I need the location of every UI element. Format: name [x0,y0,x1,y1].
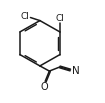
Text: Cl: Cl [21,12,30,21]
Text: Cl: Cl [55,13,64,23]
Text: O: O [40,81,48,92]
Text: N: N [72,66,79,76]
